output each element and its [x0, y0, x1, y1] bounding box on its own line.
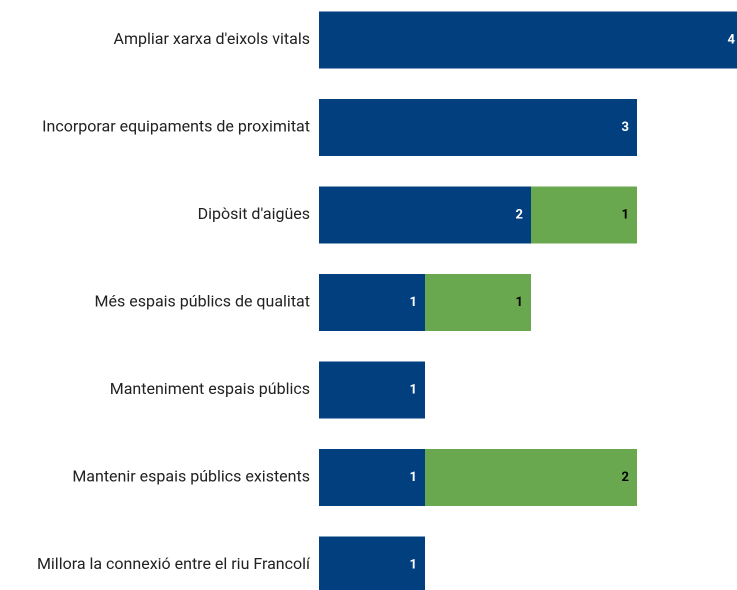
- bar-segment: [319, 99, 637, 156]
- value-label: 2: [516, 207, 523, 222]
- bar-segment: [425, 274, 531, 331]
- category-label: Manteniment espais públics: [110, 379, 310, 398]
- category-label: Dipòsit d'aigües: [198, 204, 310, 223]
- value-label: 1: [410, 382, 417, 397]
- value-label: 1: [410, 295, 417, 310]
- bar-segment: [531, 186, 637, 244]
- bar-segment: [319, 449, 425, 506]
- bar-segment: [319, 361, 425, 419]
- bar-segment: [425, 449, 637, 506]
- value-label: 3: [622, 120, 629, 135]
- value-label: 1: [410, 557, 417, 572]
- value-label: 1: [410, 470, 417, 485]
- category-label: Més espais públics de qualitat: [95, 292, 310, 311]
- bar-segment: [319, 186, 531, 244]
- value-label: 2: [622, 470, 629, 485]
- category-label: Millora la connexió entre el riu Francol…: [37, 554, 311, 573]
- bar-segment: [319, 274, 425, 331]
- bar-segment: [319, 536, 425, 590]
- category-label: Mantenir espais públics existents: [72, 467, 310, 486]
- value-label: 4: [728, 32, 736, 47]
- value-label: 1: [516, 295, 523, 310]
- category-label: Incorporar equipaments de proximitat: [42, 117, 310, 136]
- value-label: 1: [622, 207, 629, 222]
- category-label: Ampliar xarxa d'eixols vitals: [114, 29, 310, 48]
- bar-segment: [319, 11, 737, 69]
